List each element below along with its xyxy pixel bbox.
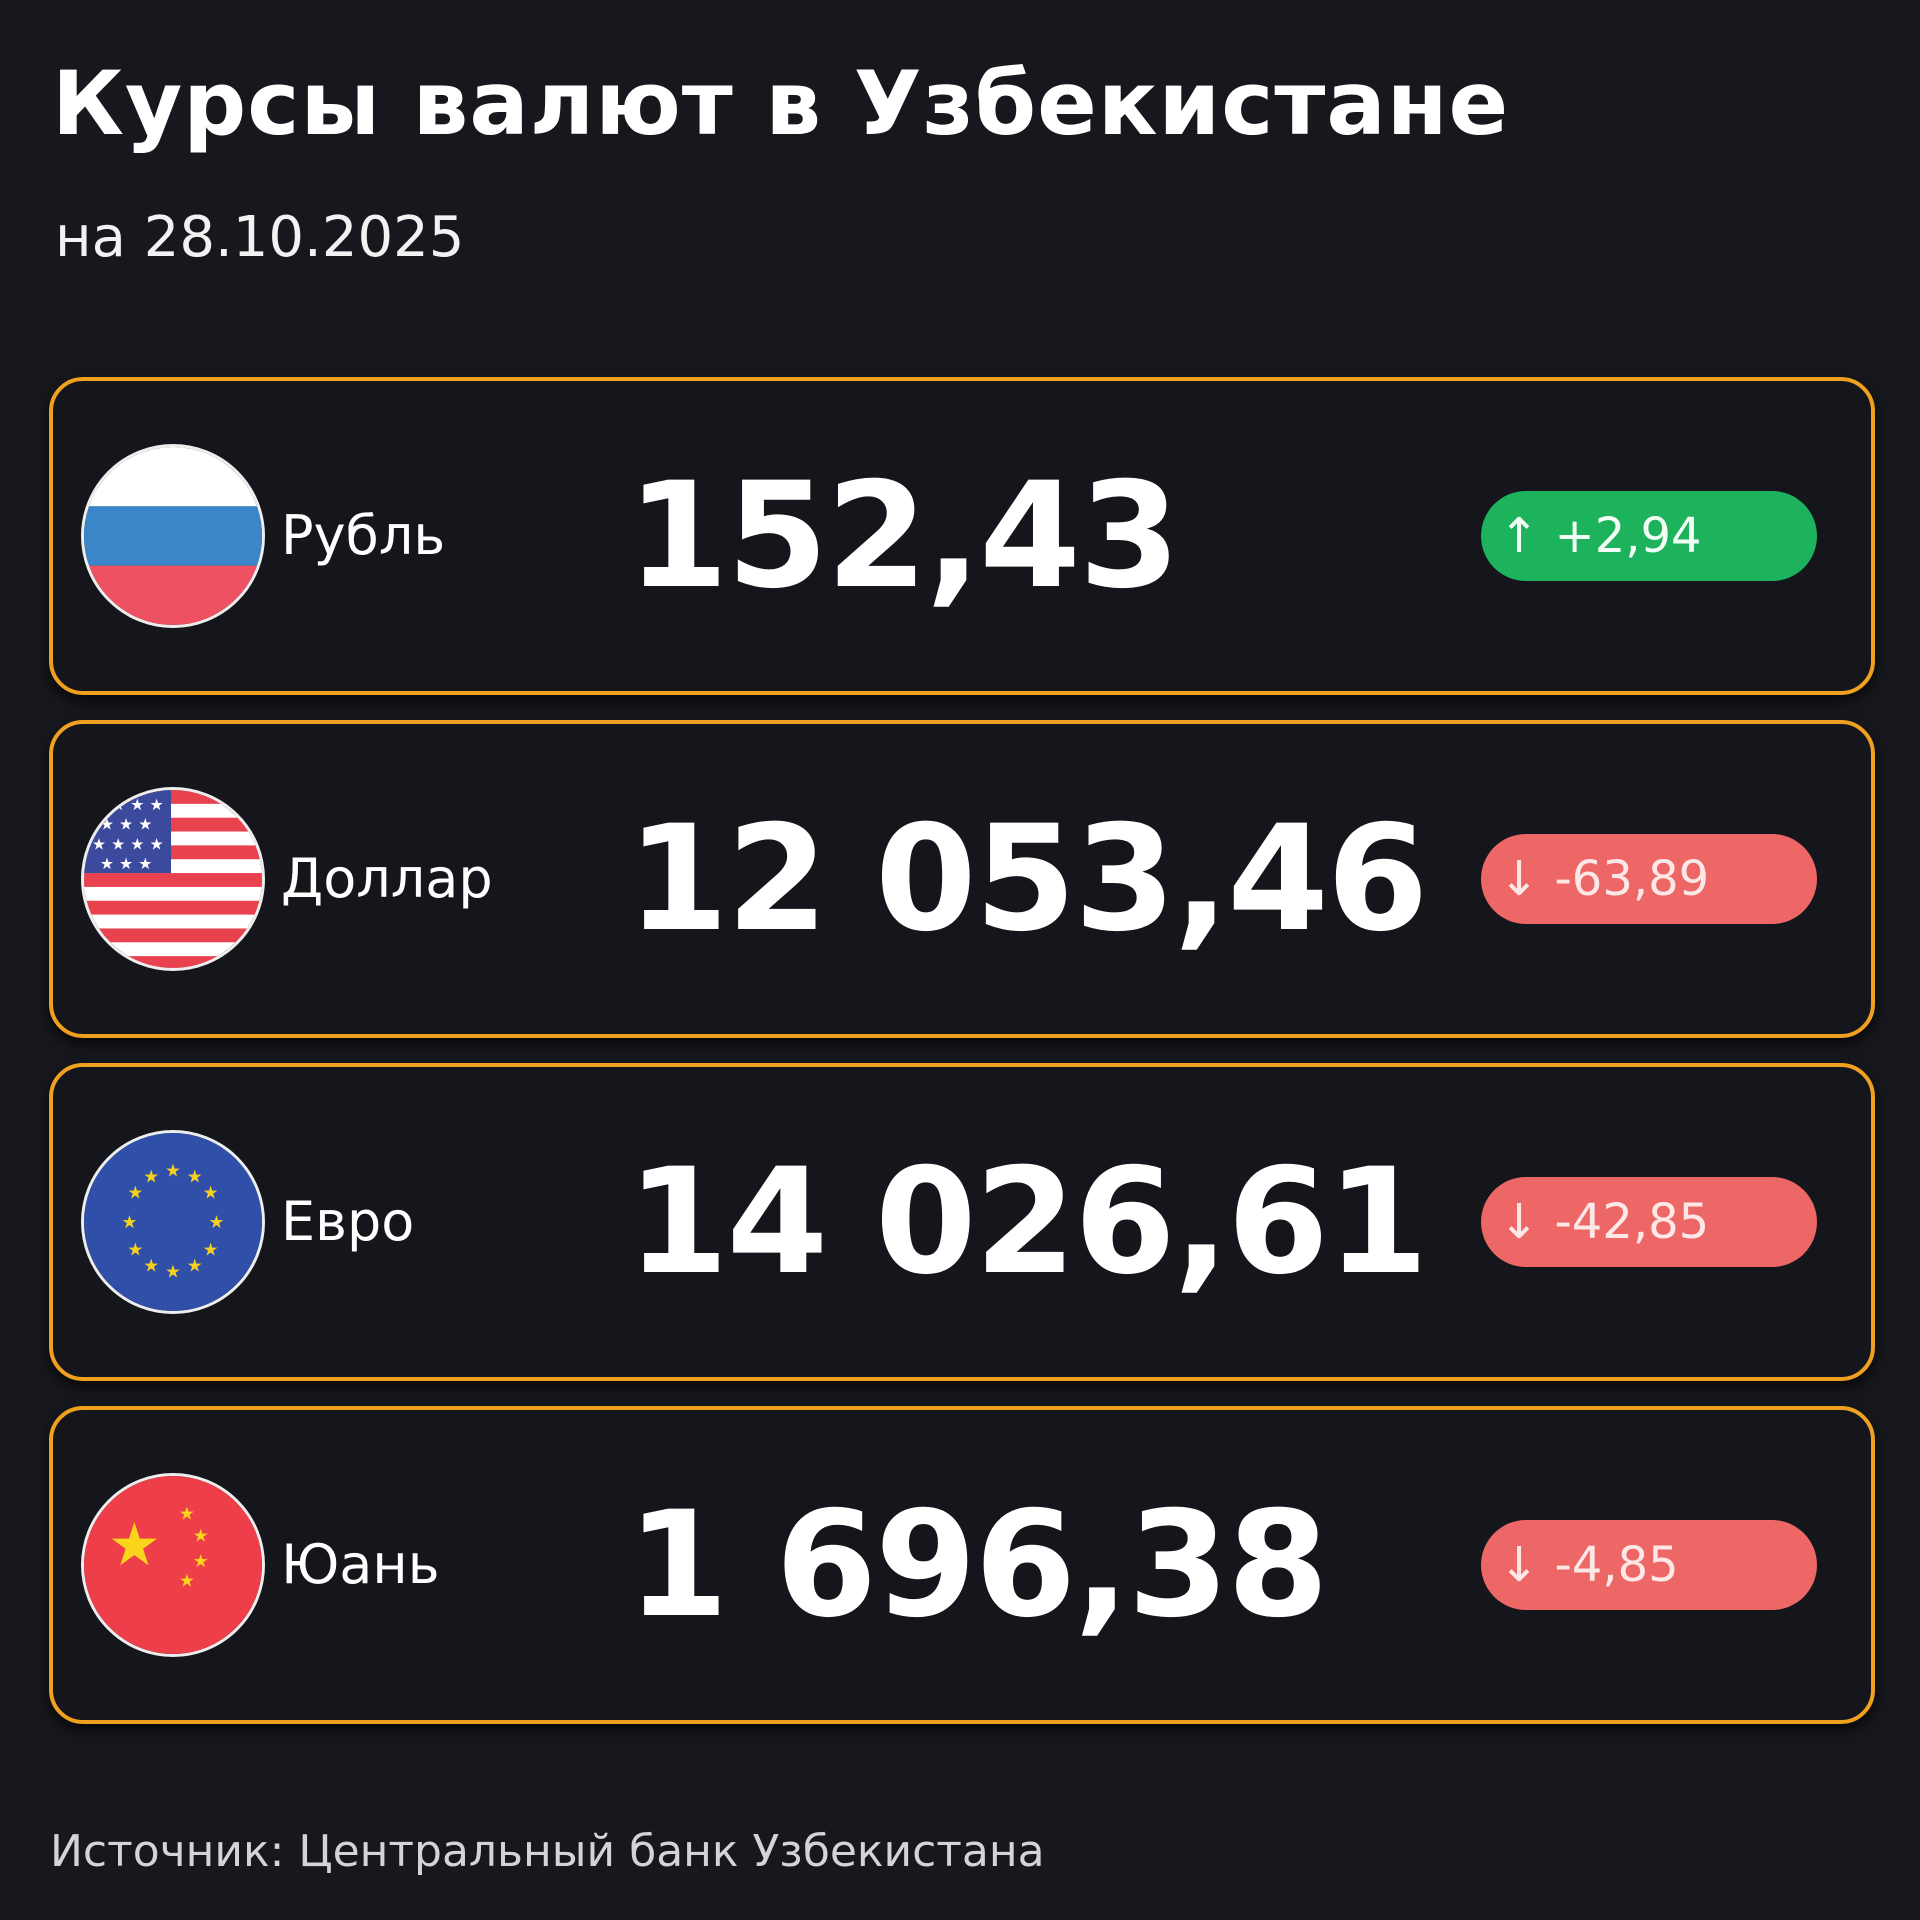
svg-text:★: ★ [165,1161,181,1182]
change-badge: ↑ +2,94 [1481,491,1817,581]
currency-card-rub: Рубль 152,43 ↑ +2,94 [49,377,1875,695]
svg-text:★: ★ [193,1551,209,1572]
currency-rate: 152,43 [627,451,1180,621]
change-value: -63,89 [1554,851,1710,907]
svg-text:★: ★ [127,1182,143,1203]
svg-text:★: ★ [122,1212,138,1233]
usa-flag-icon: ★ ★ ★ ★ ★ ★ ★ ★ ★ ★ ★ ★ ★ ★ [81,787,265,971]
currency-rate: 12 053,46 [627,794,1428,964]
change-value: -4,85 [1554,1537,1679,1593]
svg-text:★: ★ [203,1182,219,1203]
currency-card-eur: ★ ★ ★ ★ ★ ★ ★ ★ ★ ★ ★ ★ Евро 14 026,61 ↓ -42,85 [49,1063,1875,1381]
source-note: Источник: Центральный банк Узбекистана [50,1826,1045,1877]
arrow-down-icon: ↓ [1499,851,1540,907]
svg-text:★ ★ ★: ★ ★ ★ [100,815,153,834]
arrow-down-icon: ↓ [1499,1194,1540,1250]
svg-text:★: ★ [108,1510,161,1579]
svg-text:★ ★ ★: ★ ★ ★ [100,854,153,873]
svg-text:★ ★ ★ ★: ★ ★ ★ ★ [92,795,164,814]
change-value: -42,85 [1554,1194,1710,1250]
svg-text:★: ★ [209,1212,225,1233]
svg-text:★: ★ [127,1240,143,1261]
svg-text:★: ★ [179,1504,195,1525]
svg-text:★: ★ [143,1255,159,1276]
svg-text:★: ★ [187,1166,203,1187]
currency-name: Доллар [281,847,493,910]
eu-flag-icon: ★ ★ ★ ★ ★ ★ ★ ★ ★ ★ ★ ★ [81,1130,265,1314]
date-subtitle: на 28.10.2025 [55,205,465,270]
svg-text:★ ★ ★ ★: ★ ★ ★ ★ [92,834,164,853]
china-flag-icon: ★ ★ ★ ★ ★ [81,1473,265,1657]
russia-flag-icon [81,444,265,628]
svg-text:★: ★ [143,1166,159,1187]
arrow-down-icon: ↓ [1499,1537,1540,1593]
change-badge: ↓ -42,85 [1481,1177,1817,1267]
currency-card-cny: ★ ★ ★ ★ ★ Юань 1 696,38 ↓ -4,85 [49,1406,1875,1724]
currency-rate: 1 696,38 [627,1480,1329,1650]
change-badge: ↓ -63,89 [1481,834,1817,924]
change-value: +2,94 [1554,508,1702,564]
svg-text:★: ★ [203,1240,219,1261]
currency-card-usd: ★ ★ ★ ★ ★ ★ ★ ★ ★ ★ ★ ★ ★ ★ Доллар 12 053,4… [49,720,1875,1038]
svg-text:★: ★ [187,1255,203,1276]
svg-text:★: ★ [165,1261,181,1282]
currency-name: Рубль [281,504,446,567]
page-title: Курсы валют в Узбекистане [52,52,1510,155]
svg-text:★: ★ [193,1525,209,1546]
svg-text:★: ★ [179,1571,195,1592]
currency-name: Евро [281,1190,415,1253]
arrow-up-icon: ↑ [1499,508,1540,564]
currency-name: Юань [281,1533,440,1596]
change-badge: ↓ -4,85 [1481,1520,1817,1610]
currency-rate: 14 026,61 [627,1137,1428,1307]
